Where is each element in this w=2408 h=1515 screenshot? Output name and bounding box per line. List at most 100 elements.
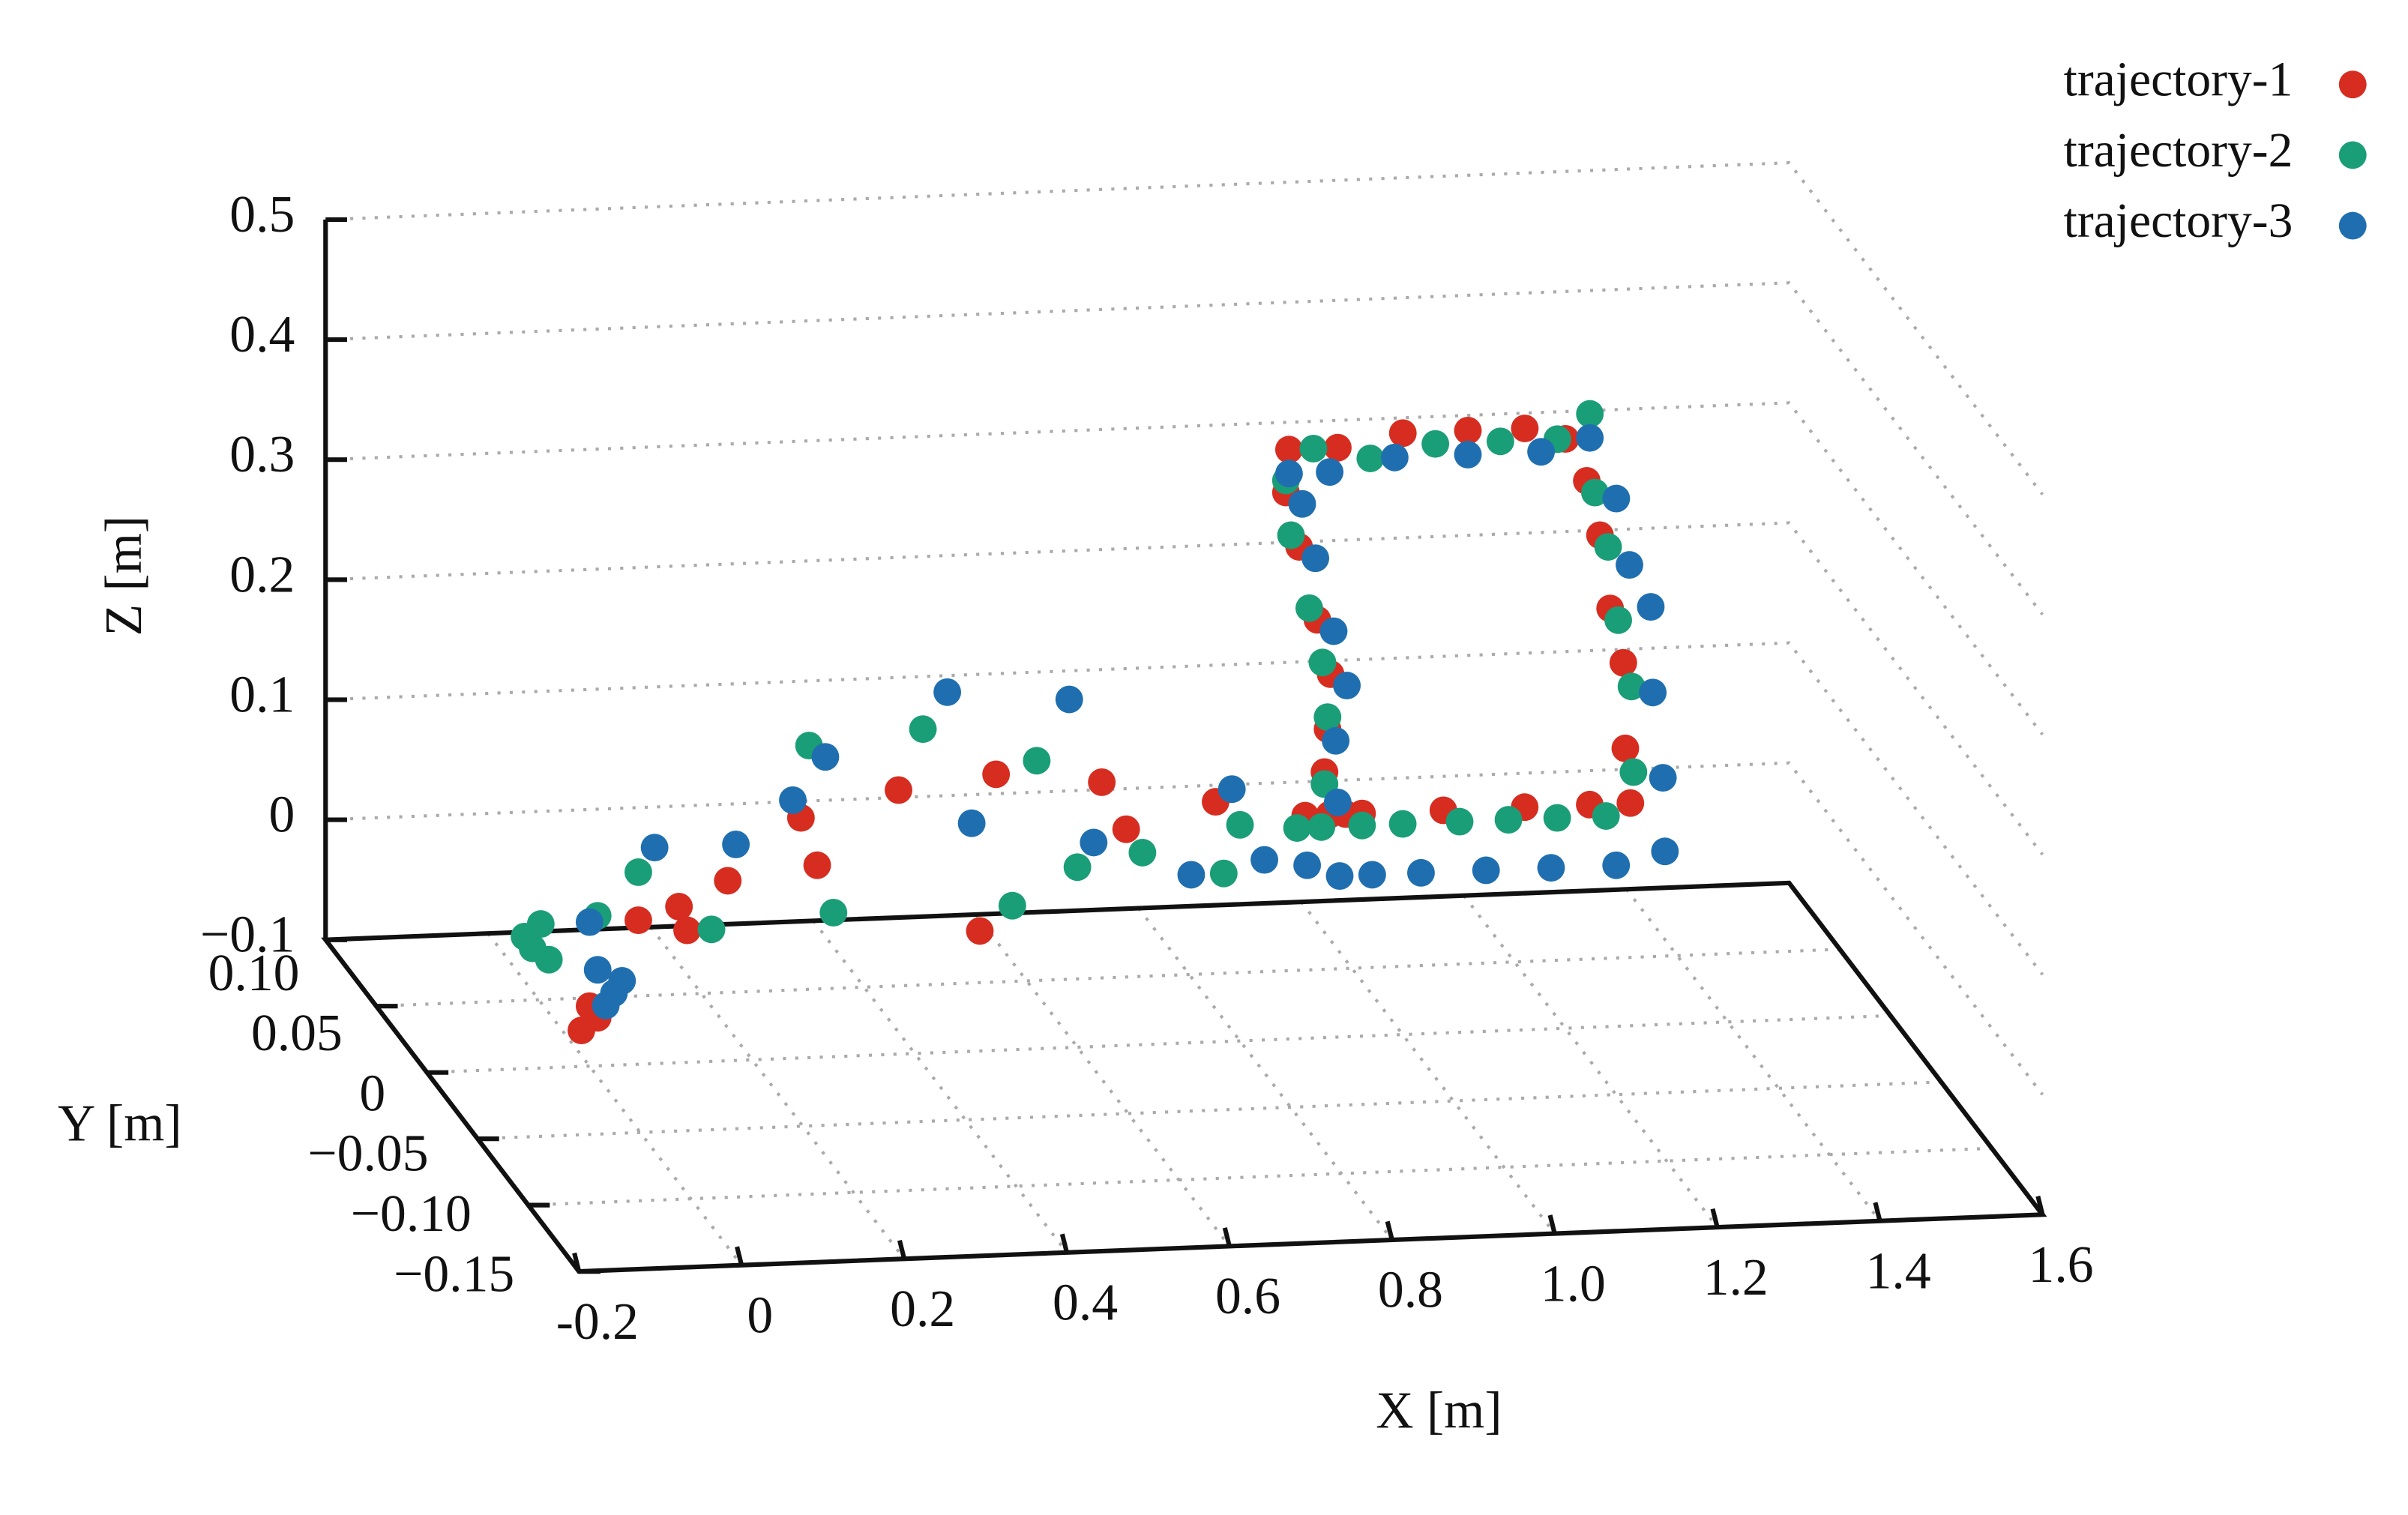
data-point [1323, 788, 1352, 816]
data-point [1293, 851, 1322, 879]
grid-line [812, 920, 1068, 1254]
data-point [1023, 747, 1051, 775]
z-tick-label: −0.1 [200, 906, 295, 964]
grid-line [1463, 894, 1719, 1229]
data-point [697, 915, 726, 944]
x-tick-label: 0.2 [890, 1280, 955, 1338]
data-point [1472, 856, 1500, 885]
data-point [673, 916, 701, 945]
grid-line [649, 926, 906, 1260]
data-point [1299, 435, 1328, 463]
data-point [575, 908, 603, 936]
x-tick [1710, 1208, 1720, 1228]
data-point [819, 899, 848, 927]
grid-line [325, 761, 2044, 1096]
x-tick [572, 1252, 582, 1272]
x-tick [1547, 1214, 1557, 1235]
data-point [1356, 445, 1385, 472]
data-point [1619, 758, 1648, 786]
z-tick-label: 0.1 [229, 666, 295, 723]
legend-marker [2338, 70, 2367, 99]
x-tick [735, 1246, 744, 1266]
data-point [1639, 678, 1667, 707]
data-point [1063, 853, 1092, 882]
x-tick-label: 1.4 [1866, 1242, 1931, 1300]
data-point [1380, 443, 1409, 472]
grid-line [528, 1146, 1992, 1207]
data-point [568, 1016, 595, 1045]
x-tick-label: 0 [747, 1286, 773, 1344]
z-tick-label: 0.2 [229, 546, 295, 603]
data-point [966, 917, 994, 945]
data-point [1308, 648, 1337, 677]
grid-line [325, 641, 2044, 976]
data-point [1250, 846, 1278, 874]
data-point [1649, 764, 1677, 792]
data-point [1651, 837, 1679, 866]
data-point [1274, 460, 1303, 488]
data-point [1581, 478, 1609, 507]
data-point [1421, 430, 1450, 458]
x-tick-label: 0.8 [1378, 1262, 1443, 1319]
data-point [909, 715, 937, 744]
data-point [1112, 815, 1140, 843]
y-tick-label: −0.05 [307, 1125, 428, 1183]
data-point [1295, 594, 1323, 622]
data-point [1322, 726, 1350, 755]
data-point [1055, 685, 1083, 714]
x-tick [2035, 1195, 2045, 1216]
data-point [1128, 838, 1157, 867]
data-point [1602, 851, 1631, 879]
data-point [583, 956, 612, 984]
data-point [535, 945, 563, 974]
data-point [1283, 814, 1311, 842]
data-point [1543, 804, 1571, 832]
data-point [1616, 789, 1645, 817]
data-point [1277, 521, 1305, 549]
data-point [1602, 484, 1631, 513]
data-point [811, 743, 840, 771]
data-point [722, 830, 750, 858]
grid-line [1300, 900, 1556, 1235]
data-point [1209, 859, 1238, 888]
data-point [1307, 813, 1336, 841]
x-tick-label: -0.2 [556, 1293, 639, 1351]
x-tick-label: 1.0 [1541, 1255, 1606, 1313]
x-tick-label: 0.6 [1215, 1268, 1280, 1325]
data-point [1511, 415, 1539, 442]
data-point [1274, 436, 1303, 464]
x-tick [1873, 1202, 1882, 1222]
data-point [1576, 400, 1604, 428]
data-point [1325, 862, 1354, 891]
data-point [998, 891, 1026, 920]
data-point [885, 776, 912, 804]
data-point [714, 867, 742, 895]
legend-marker [2338, 141, 2367, 169]
data-point [624, 858, 652, 886]
data-point [1609, 648, 1637, 677]
z-tick-label: 0.4 [229, 306, 295, 364]
legend-label: trajectory-1 [2064, 53, 2293, 107]
data-point [1407, 858, 1435, 887]
data-point [1594, 533, 1622, 561]
data-point [1604, 606, 1632, 634]
data-point [1527, 438, 1556, 466]
data-point [1316, 458, 1344, 487]
data-point [1177, 861, 1205, 889]
data-point [1388, 810, 1417, 838]
z-axis-label: Z [m] [95, 516, 153, 636]
x-tick-label: 1.6 [2029, 1236, 2094, 1294]
z-tick-label: 0.5 [229, 186, 295, 244]
data-point [1486, 427, 1514, 456]
data-point [1088, 768, 1116, 796]
x-tick [1385, 1220, 1394, 1241]
data-point [1637, 593, 1665, 621]
y-tick-label: 0 [359, 1064, 385, 1122]
data-point [1611, 734, 1640, 762]
grid-line [477, 1080, 1942, 1141]
grid-line [427, 1013, 1891, 1074]
legend-label: trajectory-3 [2064, 194, 2293, 248]
data-point [1576, 424, 1604, 452]
